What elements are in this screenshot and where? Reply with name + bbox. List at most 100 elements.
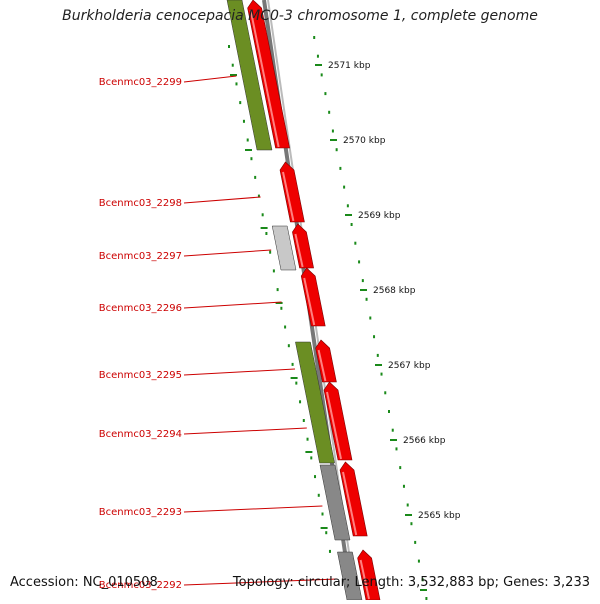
ruler-dot-inner <box>321 512 324 516</box>
ruler-dot <box>354 241 357 245</box>
ruler-dot <box>350 223 353 226</box>
gene-label: Bcenmc03_2294 <box>99 429 182 440</box>
ruler-dot-inner <box>310 456 313 460</box>
gene-label-leader <box>183 427 307 435</box>
reverse-feature <box>295 341 335 464</box>
ruler-major-tick <box>375 364 382 366</box>
ruler-dot <box>410 522 413 526</box>
ruler-dot <box>421 578 424 582</box>
ruler-dot <box>373 335 376 339</box>
ruler-inner-major-tick <box>245 149 252 151</box>
gene-label-leader <box>183 578 338 586</box>
ruler-major-tick <box>330 139 337 141</box>
ruler-dot <box>391 428 394 432</box>
gene-arrow-highlight <box>359 559 370 600</box>
gene-arrow <box>292 223 314 269</box>
gene-label: Bcenmc03_2297 <box>99 251 182 262</box>
ruler-dot-inner <box>235 82 238 86</box>
ruler-label: 2571 kbp <box>328 61 371 71</box>
ruler-label: 2565 kbp <box>418 511 461 521</box>
gene-label-leader <box>183 196 261 204</box>
ruler-dot <box>384 391 387 395</box>
ruler-major-tick <box>420 589 427 591</box>
ruler-major-tick <box>390 439 397 441</box>
ruler-dot-inner <box>284 325 287 329</box>
gene-label-leader <box>183 75 237 83</box>
ruler-label: 2569 kbp <box>358 211 401 221</box>
ruler-dot-inner <box>242 119 245 123</box>
ruler-dot-inner <box>299 400 302 404</box>
gene-arrow <box>300 267 326 327</box>
gene-label: Bcenmc03_2298 <box>99 198 182 209</box>
gene-arrow-highlight <box>326 391 342 460</box>
gene-arrow <box>247 0 290 149</box>
ruler-dot-inner <box>239 101 242 105</box>
ruler-dot <box>339 166 342 170</box>
gene-arrow <box>323 381 353 461</box>
ruler-dot-inner <box>291 362 294 366</box>
genome-summary-text: Topology: circular; Length: 3,532,883 bp… <box>232 575 590 590</box>
gene-label: Bcenmc03_2292 <box>99 580 182 591</box>
gene-label-leader <box>183 301 282 309</box>
ruler-inner-major-tick <box>320 527 328 529</box>
ruler-dot <box>335 148 338 152</box>
ruler-label: 2570 kbp <box>343 136 386 146</box>
gene-arrow <box>357 549 381 601</box>
gene-arrow <box>279 161 305 223</box>
ruler-dot-inner <box>257 194 260 198</box>
gene-label: Bcenmc03_2296 <box>99 303 182 314</box>
ruler-dot-inner <box>276 288 279 292</box>
ruler-dot <box>331 129 334 133</box>
ruler-dot-inner <box>272 269 275 273</box>
ruler-dot-inner <box>306 437 309 441</box>
ruler-major-tick <box>315 64 322 66</box>
ruler-dot-inner <box>325 531 328 535</box>
ruler-major-tick <box>345 214 352 216</box>
ruler-dot-inner <box>254 175 257 179</box>
ruler-inner-major-tick <box>290 377 298 379</box>
ruler-inner-major-tick <box>260 227 268 229</box>
ruler-dot-inner <box>302 419 305 422</box>
ruler-dot <box>425 597 428 600</box>
ruler-dot-inner <box>314 475 317 479</box>
accession-text: Accession: NC_010508 <box>10 575 158 590</box>
gene-label: Bcenmc03_2299 <box>99 77 182 88</box>
gene-layer <box>247 0 381 601</box>
ruler-inner-major-tick <box>305 451 313 453</box>
ruler-dot-inner <box>231 63 234 67</box>
gene-arrow-highlight <box>303 277 316 326</box>
ruler-dot-inner <box>250 157 253 161</box>
ruler-dot-inner <box>265 232 268 235</box>
gene-label: Bcenmc03_2295 <box>99 370 182 381</box>
ruler-dot-inner <box>228 45 230 48</box>
ruler-dot <box>395 447 398 451</box>
reverse-feature <box>271 225 297 271</box>
ruler-inner-major-tick <box>230 74 237 76</box>
ruler-layer: 2571 kbp 2570 kbp 2569 kbp 2568 kbp 2567 kbp… <box>228 36 461 600</box>
ruler-dot <box>376 353 379 357</box>
ruler-label: 2566 kbp <box>403 436 446 446</box>
ruler-dot <box>313 36 316 39</box>
ruler-dot <box>320 73 323 77</box>
ruler-dot-inner <box>317 493 320 497</box>
ruler-dot-inner <box>295 381 298 385</box>
ruler-dot <box>406 503 409 507</box>
ruler-dot <box>346 204 349 208</box>
ruler-dot <box>343 185 346 189</box>
ruler-inner-major-tick <box>275 302 283 304</box>
ruler-dot-inner <box>287 344 290 348</box>
ruler-dot <box>414 540 417 544</box>
ruler-label: 2568 kbp <box>373 286 416 296</box>
gene-arrow <box>315 339 337 383</box>
ruler-dot <box>358 260 361 264</box>
gene-label-leader <box>183 368 296 376</box>
ruler-dot <box>388 410 390 413</box>
reverse-feature <box>319 464 351 541</box>
map-title: Burkholderia cenocepacia MC0-3 chromosom… <box>62 8 538 24</box>
gene-arrow-highlight <box>294 233 304 268</box>
ruler-major-tick <box>360 289 367 291</box>
gene-arrow-highlight <box>342 471 358 536</box>
gene-label: Bcenmc03_2293 <box>99 507 182 518</box>
gene-label-layer: Bcenmc03_2299 Bcenmc03_2298 Bcenmc03_2297 B… <box>99 75 338 591</box>
